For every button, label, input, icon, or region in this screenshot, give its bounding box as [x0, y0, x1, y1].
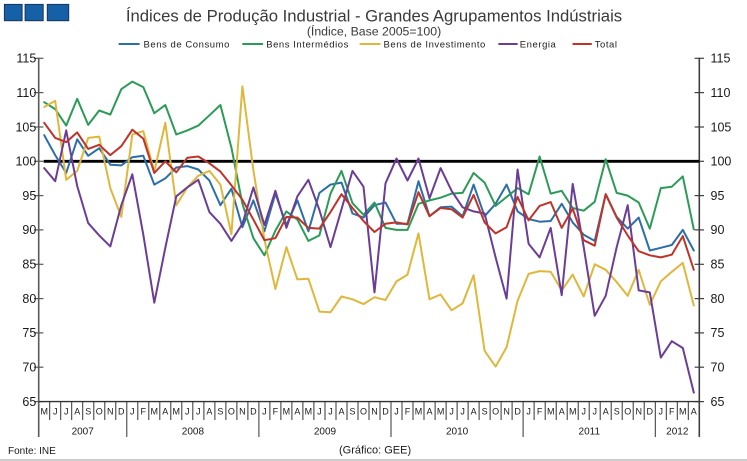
svg-text:J: J — [262, 407, 267, 417]
svg-text:90: 90 — [22, 223, 36, 237]
svg-text:D: D — [382, 407, 389, 417]
svg-text:65: 65 — [711, 395, 725, 409]
svg-text:(Gráfico: GEE): (Gráfico: GEE) — [339, 445, 411, 457]
svg-text:A: A — [206, 407, 212, 417]
svg-text:70: 70 — [22, 361, 36, 375]
svg-text:Bens de Investimento: Bens de Investimento — [384, 39, 486, 50]
svg-text:N: N — [371, 407, 378, 417]
svg-text:105: 105 — [15, 120, 36, 134]
svg-text:A: A — [691, 407, 697, 417]
svg-text:J: J — [64, 407, 69, 417]
svg-text:J: J — [130, 407, 135, 417]
svg-text:M: M — [151, 407, 159, 417]
svg-text:A: A — [426, 407, 432, 417]
svg-text:Total: Total — [595, 39, 618, 50]
svg-text:115: 115 — [711, 52, 731, 66]
svg-text:85: 85 — [22, 258, 36, 272]
svg-text:105: 105 — [711, 120, 732, 134]
svg-text:65: 65 — [22, 395, 36, 409]
svg-text:75: 75 — [711, 326, 725, 340]
svg-text:N: N — [503, 407, 510, 417]
svg-text:J: J — [185, 407, 190, 417]
svg-text:J: J — [394, 407, 399, 417]
svg-text:J: J — [449, 407, 454, 417]
svg-text:O: O — [96, 407, 103, 417]
svg-text:Fonte: INE: Fonte: INE — [8, 446, 56, 457]
svg-text:S: S — [614, 407, 620, 417]
svg-text:O: O — [492, 407, 499, 417]
svg-text:2012: 2012 — [666, 427, 689, 438]
svg-text:S: S — [482, 407, 488, 417]
svg-text:S: S — [217, 407, 223, 417]
svg-text:2009: 2009 — [314, 427, 337, 438]
svg-text:Índices de Produção Industrial: Índices de Produção Industrial - Grandes… — [126, 7, 622, 26]
svg-text:M: M — [173, 407, 181, 417]
svg-text:85: 85 — [711, 258, 725, 272]
svg-text:M: M — [40, 407, 48, 417]
svg-text:75: 75 — [22, 326, 36, 340]
svg-text:Bens Intermédios: Bens Intermédios — [266, 39, 349, 50]
svg-text:F: F — [669, 407, 675, 417]
svg-text:(Índice, Base 2005=100): (Índice, Base 2005=100) — [307, 24, 441, 39]
svg-text:M: M — [679, 407, 687, 417]
svg-text:M: M — [415, 407, 423, 417]
svg-text:J: J — [592, 407, 597, 417]
svg-text:D: D — [647, 407, 654, 417]
svg-text:J: J — [196, 407, 201, 417]
svg-text:O: O — [360, 407, 367, 417]
svg-text:N: N — [107, 407, 114, 417]
svg-text:A: A — [603, 407, 609, 417]
svg-text:M: M — [305, 407, 313, 417]
svg-text:D: D — [514, 407, 521, 417]
svg-text:D: D — [250, 407, 257, 417]
svg-text:F: F — [141, 407, 147, 417]
svg-text:M: M — [283, 407, 291, 417]
svg-text:M: M — [547, 407, 555, 417]
svg-text:D: D — [118, 407, 125, 417]
svg-text:A: A — [162, 407, 168, 417]
svg-text:M: M — [437, 407, 445, 417]
svg-text:J: J — [328, 407, 333, 417]
svg-text:O: O — [228, 407, 235, 417]
svg-text:Bens de Consumo: Bens de Consumo — [144, 39, 230, 50]
svg-text:100: 100 — [15, 155, 36, 169]
svg-text:J: J — [460, 407, 465, 417]
svg-text:100: 100 — [711, 155, 732, 169]
svg-text:S: S — [349, 407, 355, 417]
svg-text:90: 90 — [711, 223, 725, 237]
svg-text:J: J — [53, 407, 58, 417]
svg-text:N: N — [239, 407, 246, 417]
svg-text:110: 110 — [711, 86, 731, 100]
svg-text:J: J — [581, 407, 586, 417]
svg-text:110: 110 — [16, 86, 36, 100]
svg-text:95: 95 — [22, 189, 36, 203]
svg-text:A: A — [294, 407, 300, 417]
svg-text:115: 115 — [16, 52, 36, 66]
svg-text:N: N — [635, 407, 642, 417]
svg-text:F: F — [537, 407, 543, 417]
svg-text:80: 80 — [22, 292, 36, 306]
svg-text:S: S — [85, 407, 91, 417]
svg-text:F: F — [273, 407, 279, 417]
svg-text:J: J — [526, 407, 531, 417]
svg-text:A: A — [74, 407, 80, 417]
svg-text:A: A — [471, 407, 477, 417]
svg-text:O: O — [624, 407, 631, 417]
svg-text:2010: 2010 — [446, 427, 469, 438]
svg-text:70: 70 — [711, 361, 725, 375]
svg-text:A: A — [338, 407, 344, 417]
svg-text:A: A — [559, 407, 565, 417]
svg-text:J: J — [317, 407, 322, 417]
svg-text:80: 80 — [711, 292, 725, 306]
svg-text:95: 95 — [711, 189, 725, 203]
svg-text:2008: 2008 — [182, 427, 205, 438]
svg-text:2007: 2007 — [72, 427, 95, 438]
svg-text:J: J — [659, 407, 664, 417]
svg-text:Energia: Energia — [520, 39, 557, 50]
svg-text:F: F — [405, 407, 411, 417]
svg-text:2011: 2011 — [579, 427, 601, 438]
svg-text:M: M — [569, 407, 577, 417]
